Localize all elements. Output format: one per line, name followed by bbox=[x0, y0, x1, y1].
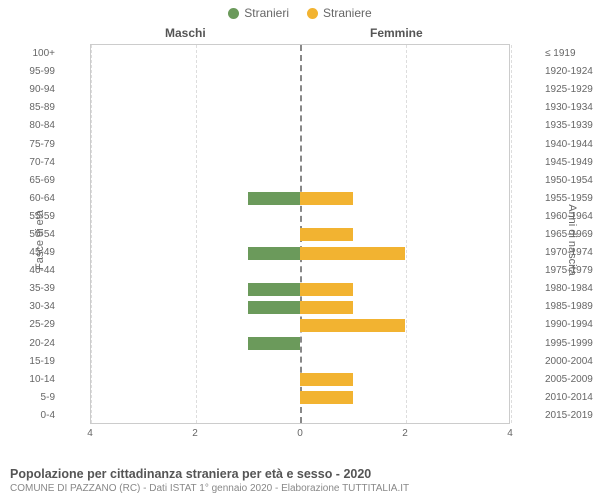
x-tick: 0 bbox=[297, 428, 303, 439]
x-tick: 2 bbox=[192, 428, 198, 439]
y-tick-age: 15-19 bbox=[29, 356, 55, 367]
y-tick-age: 10-14 bbox=[29, 374, 55, 385]
y-tick-age: 40-44 bbox=[29, 265, 55, 276]
y-tick-birth: 1935-1939 bbox=[545, 120, 593, 131]
chart-title: Popolazione per cittadinanza straniera p… bbox=[10, 467, 590, 481]
chart-row bbox=[91, 99, 509, 117]
y-tick-age: 50-54 bbox=[29, 229, 55, 240]
y-tick-birth: 1945-1949 bbox=[545, 157, 593, 168]
y-tick-birth: 2015-2019 bbox=[545, 410, 593, 421]
legend-label-male: Stranieri bbox=[244, 6, 289, 20]
legend-label-female: Straniere bbox=[323, 6, 372, 20]
chart-row bbox=[91, 316, 509, 334]
chart-row bbox=[91, 226, 509, 244]
y-tick-birth: 2010-2014 bbox=[545, 392, 593, 403]
y-tick-birth: 1985-1989 bbox=[545, 301, 593, 312]
chart-row bbox=[91, 280, 509, 298]
y-tick-birth: 1950-1954 bbox=[545, 175, 593, 186]
bar-female bbox=[300, 301, 353, 314]
bar-male bbox=[248, 283, 301, 296]
bar-male bbox=[248, 301, 301, 314]
chart-row bbox=[91, 45, 509, 63]
y-tick-age: 60-64 bbox=[29, 193, 55, 204]
chart-row bbox=[91, 63, 509, 81]
legend: Stranieri Straniere bbox=[0, 0, 600, 20]
y-tick-birth: 1930-1934 bbox=[545, 102, 593, 113]
y-tick-birth: 1970-1974 bbox=[545, 247, 593, 258]
y-tick-age: 65-69 bbox=[29, 175, 55, 186]
y-tick-birth: 1965-1969 bbox=[545, 229, 593, 240]
bar-female bbox=[300, 247, 405, 260]
chart-row bbox=[91, 298, 509, 316]
x-tick: 4 bbox=[507, 428, 513, 439]
legend-item-female: Straniere bbox=[307, 6, 372, 20]
chart-row bbox=[91, 154, 509, 172]
y-tick-birth: 2000-2004 bbox=[545, 356, 593, 367]
y-tick-age: 85-89 bbox=[29, 102, 55, 113]
y-tick-age: 25-29 bbox=[29, 319, 55, 330]
chart-row bbox=[91, 172, 509, 190]
y-tick-age: 100+ bbox=[32, 48, 55, 59]
header-male: Maschi bbox=[165, 26, 206, 40]
y-tick-age: 35-39 bbox=[29, 283, 55, 294]
chart-subtitle: COMUNE DI PAZZANO (RC) - Dati ISTAT 1° g… bbox=[10, 483, 590, 494]
chart-row bbox=[91, 389, 509, 407]
y-tick-age: 70-74 bbox=[29, 157, 55, 168]
header-female: Femmine bbox=[370, 26, 423, 40]
legend-item-male: Stranieri bbox=[228, 6, 289, 20]
bar-male bbox=[248, 192, 301, 205]
y-tick-birth: 1925-1929 bbox=[545, 84, 593, 95]
y-tick-age: 90-94 bbox=[29, 84, 55, 95]
y-tick-birth: 1955-1959 bbox=[545, 193, 593, 204]
chart-row bbox=[91, 335, 509, 353]
y-tick-age: 95-99 bbox=[29, 66, 55, 77]
y-tick-age: 5-9 bbox=[41, 392, 55, 403]
y-tick-age: 20-24 bbox=[29, 338, 55, 349]
y-tick-birth: 1980-1984 bbox=[545, 283, 593, 294]
y-tick-birth: 1975-1979 bbox=[545, 265, 593, 276]
y-tick-birth: 1920-1924 bbox=[545, 66, 593, 77]
chart-area: Fasce di età Anni di nascita 100+≤ 19199… bbox=[60, 44, 540, 444]
chart-row bbox=[91, 135, 509, 153]
bar-female bbox=[300, 192, 353, 205]
y-tick-birth: 1995-1999 bbox=[545, 338, 593, 349]
chart-row bbox=[91, 371, 509, 389]
y-tick-age: 80-84 bbox=[29, 120, 55, 131]
plot-area: 100+≤ 191995-991920-192490-941925-192985… bbox=[90, 44, 510, 424]
y-tick-birth: 2005-2009 bbox=[545, 374, 593, 385]
y-tick-birth: 1960-1964 bbox=[545, 211, 593, 222]
x-tick: 4 bbox=[87, 428, 93, 439]
bar-female bbox=[300, 391, 353, 404]
y-tick-age: 75-79 bbox=[29, 139, 55, 150]
chart-row bbox=[91, 208, 509, 226]
y-tick-age: 30-34 bbox=[29, 301, 55, 312]
chart-row bbox=[91, 81, 509, 99]
chart-row bbox=[91, 262, 509, 280]
legend-swatch-male bbox=[228, 8, 239, 19]
x-tick: 2 bbox=[402, 428, 408, 439]
footer: Popolazione per cittadinanza straniera p… bbox=[10, 467, 590, 494]
y-tick-age: 45-49 bbox=[29, 247, 55, 258]
chart-row bbox=[91, 407, 509, 425]
bar-female bbox=[300, 228, 353, 241]
grid-line bbox=[511, 45, 512, 423]
chart-row bbox=[91, 353, 509, 371]
bar-male bbox=[248, 247, 301, 260]
y-tick-birth: 1990-1994 bbox=[545, 319, 593, 330]
y-tick-age: 0-4 bbox=[41, 410, 55, 421]
chart-row bbox=[91, 190, 509, 208]
bar-female bbox=[300, 373, 353, 386]
bar-female bbox=[300, 283, 353, 296]
chart-row bbox=[91, 117, 509, 135]
y-tick-birth: 1940-1944 bbox=[545, 139, 593, 150]
y-tick-birth: ≤ 1919 bbox=[545, 48, 576, 59]
bar-male bbox=[248, 337, 301, 350]
y-tick-age: 55-59 bbox=[29, 211, 55, 222]
chart-row bbox=[91, 244, 509, 262]
legend-swatch-female bbox=[307, 8, 318, 19]
bar-female bbox=[300, 319, 405, 332]
